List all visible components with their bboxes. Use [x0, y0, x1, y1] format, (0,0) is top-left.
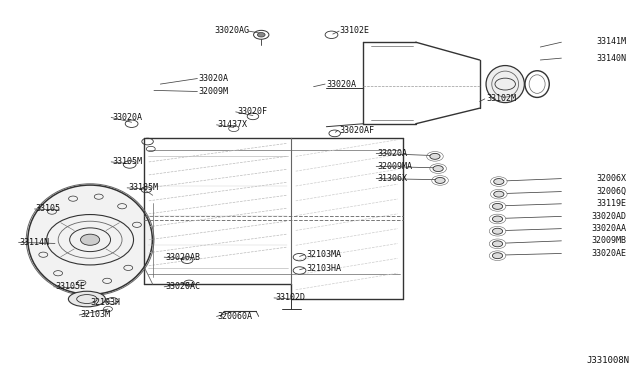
- Circle shape: [492, 228, 502, 234]
- Text: 33020AF: 33020AF: [339, 126, 374, 135]
- Circle shape: [493, 179, 504, 185]
- Text: 33020A: 33020A: [378, 149, 408, 158]
- Text: 31437X: 31437X: [218, 121, 248, 129]
- Circle shape: [257, 33, 265, 37]
- Text: 33185M: 33185M: [129, 183, 159, 192]
- Text: 33020AD: 33020AD: [591, 212, 627, 221]
- Text: 32103HA: 32103HA: [306, 264, 341, 273]
- Text: 32103M: 32103M: [81, 311, 111, 320]
- Text: 32009M: 32009M: [198, 87, 228, 96]
- Circle shape: [81, 234, 100, 245]
- Ellipse shape: [28, 185, 152, 294]
- Circle shape: [492, 216, 502, 222]
- Text: 33102M: 33102M: [486, 94, 516, 103]
- Circle shape: [492, 253, 502, 259]
- Circle shape: [493, 191, 504, 197]
- Text: 33020A: 33020A: [326, 80, 356, 89]
- Circle shape: [492, 203, 502, 209]
- Text: 33114N: 33114N: [20, 238, 50, 247]
- Text: 33020AC: 33020AC: [166, 282, 200, 291]
- Text: 33141M: 33141M: [596, 37, 627, 46]
- Ellipse shape: [68, 291, 106, 307]
- Text: 31306X: 31306X: [378, 174, 408, 183]
- Ellipse shape: [486, 65, 524, 103]
- Text: 33119E: 33119E: [596, 199, 627, 208]
- Text: 32103H: 32103H: [90, 298, 120, 307]
- Text: 33020A: 33020A: [198, 74, 228, 83]
- Text: 32006X: 32006X: [596, 174, 627, 183]
- Text: 33020AG: 33020AG: [215, 26, 250, 35]
- Text: 32009MB: 32009MB: [591, 236, 627, 246]
- Text: 33105E: 33105E: [55, 282, 85, 291]
- Text: 33020F: 33020F: [237, 108, 267, 116]
- Text: 33105: 33105: [36, 205, 61, 214]
- Circle shape: [433, 166, 444, 171]
- Text: 32006Q: 32006Q: [596, 187, 627, 196]
- Text: 33020AB: 33020AB: [166, 253, 200, 262]
- Text: J331008N: J331008N: [587, 356, 630, 365]
- Text: 33020A: 33020A: [113, 113, 143, 122]
- Text: 33020AA: 33020AA: [591, 224, 627, 233]
- Circle shape: [430, 153, 440, 159]
- Circle shape: [492, 241, 502, 247]
- Text: 33105M: 33105M: [113, 157, 143, 166]
- Text: 33140N: 33140N: [596, 54, 627, 62]
- Text: 32009MA: 32009MA: [378, 162, 412, 171]
- Text: 32103MA: 32103MA: [306, 250, 341, 259]
- Circle shape: [435, 177, 445, 183]
- Text: 33020AE: 33020AE: [591, 249, 627, 258]
- Text: 33102E: 33102E: [339, 26, 369, 35]
- Text: 320060A: 320060A: [218, 312, 253, 321]
- Text: 33102D: 33102D: [275, 294, 305, 302]
